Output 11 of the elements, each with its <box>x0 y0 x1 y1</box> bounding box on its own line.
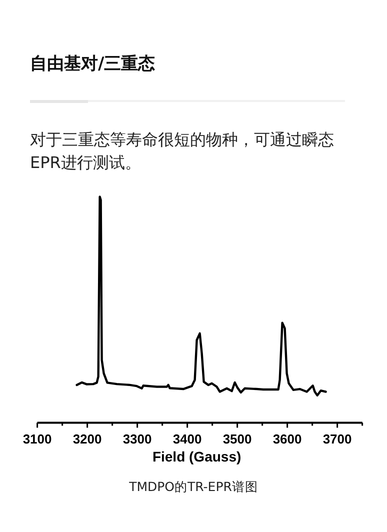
xtick: 3200 <box>72 432 102 447</box>
xtick: 3700 <box>322 432 352 447</box>
xtick: 3600 <box>272 432 302 447</box>
xtick: 3500 <box>222 432 252 447</box>
xtick: 3100 <box>22 432 52 447</box>
xtick: 3300 <box>122 432 152 447</box>
subtitle: 对于三重态等寿命很短的物种，可通过瞬态EPR进行测试。 <box>30 129 335 174</box>
annotation: TMDPO的TR-EPR谱图 <box>128 479 259 496</box>
xtick: 3400 <box>172 432 202 447</box>
title: 自由基对/三重态 <box>30 53 156 75</box>
xlabel: Field (Gauss) <box>152 448 242 465</box>
